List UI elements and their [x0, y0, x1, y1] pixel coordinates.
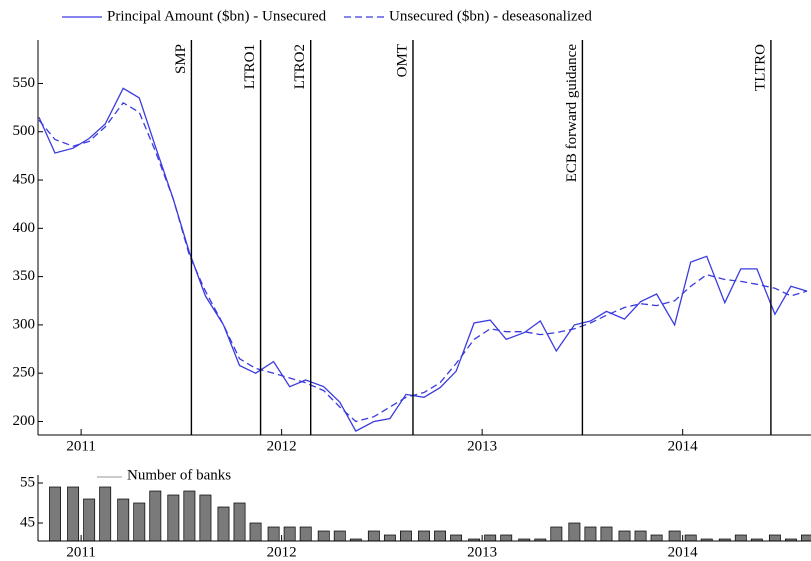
bar	[217, 506, 230, 542]
bar	[117, 498, 130, 542]
bar	[199, 494, 212, 542]
bar	[249, 522, 262, 542]
x-tick-label: 2011	[66, 544, 95, 560]
event-label: ECB forward guidance	[564, 44, 580, 183]
y-tick-label: 550	[13, 75, 36, 91]
bar	[618, 530, 631, 542]
bar	[333, 530, 346, 542]
bar	[584, 526, 597, 542]
bar	[149, 490, 162, 542]
bar	[83, 498, 96, 542]
bar	[49, 486, 61, 542]
y-tick-label: 200	[13, 413, 36, 429]
x-tick-label: 2013	[467, 438, 497, 454]
bar	[383, 534, 396, 542]
x-tick-label: 2011	[66, 438, 95, 454]
bar	[283, 526, 296, 542]
legend-label: Principal Amount ($bn) - Unsecured	[107, 8, 327, 24]
bar	[634, 530, 647, 542]
bar	[650, 534, 663, 542]
x-tick-label: 2014	[668, 544, 699, 560]
y-tick-label: 45	[20, 514, 35, 530]
bar	[500, 534, 513, 542]
bar	[317, 530, 330, 542]
y-tick-label: 300	[13, 316, 36, 332]
series-line	[38, 101, 808, 423]
bar	[299, 526, 312, 542]
bar	[367, 530, 380, 542]
legend-label: Unsecured ($bn) - deseasonalized	[389, 8, 592, 24]
y-tick-label: 450	[13, 171, 36, 187]
bar	[167, 494, 180, 542]
event-label: SMP	[173, 44, 189, 74]
bar	[734, 534, 747, 542]
bar	[768, 534, 781, 542]
event-label: LTRO1	[242, 44, 258, 89]
event-label: LTRO2	[292, 44, 308, 89]
bar	[233, 502, 246, 542]
bar	[67, 486, 80, 542]
y-tick-label: 250	[13, 365, 36, 381]
bar	[450, 534, 463, 542]
bar	[568, 522, 581, 542]
bar	[400, 530, 412, 542]
x-tick-label: 2014	[668, 438, 699, 454]
event-label: TLTRO	[752, 44, 768, 91]
bar	[99, 486, 112, 542]
x-tick-label: 2012	[267, 544, 297, 560]
x-tick-label: 2012	[267, 438, 297, 454]
bar	[668, 530, 681, 542]
y-tick-label: 55	[20, 474, 35, 490]
bar	[484, 534, 497, 542]
series-line	[38, 87, 808, 432]
bar	[600, 526, 613, 542]
y-tick-label: 350	[13, 268, 36, 284]
y-tick-label: 400	[13, 220, 36, 236]
bar	[183, 490, 196, 542]
bar	[133, 502, 146, 542]
bar	[418, 530, 430, 542]
event-label: OMT	[394, 44, 410, 77]
legend-label: Number of banks	[127, 467, 231, 483]
bar	[684, 534, 697, 542]
bar	[550, 526, 563, 542]
x-tick-label: 2013	[467, 544, 497, 560]
y-tick-label: 500	[13, 123, 36, 139]
bar	[267, 526, 280, 542]
bar	[801, 534, 811, 542]
bar	[434, 530, 446, 542]
